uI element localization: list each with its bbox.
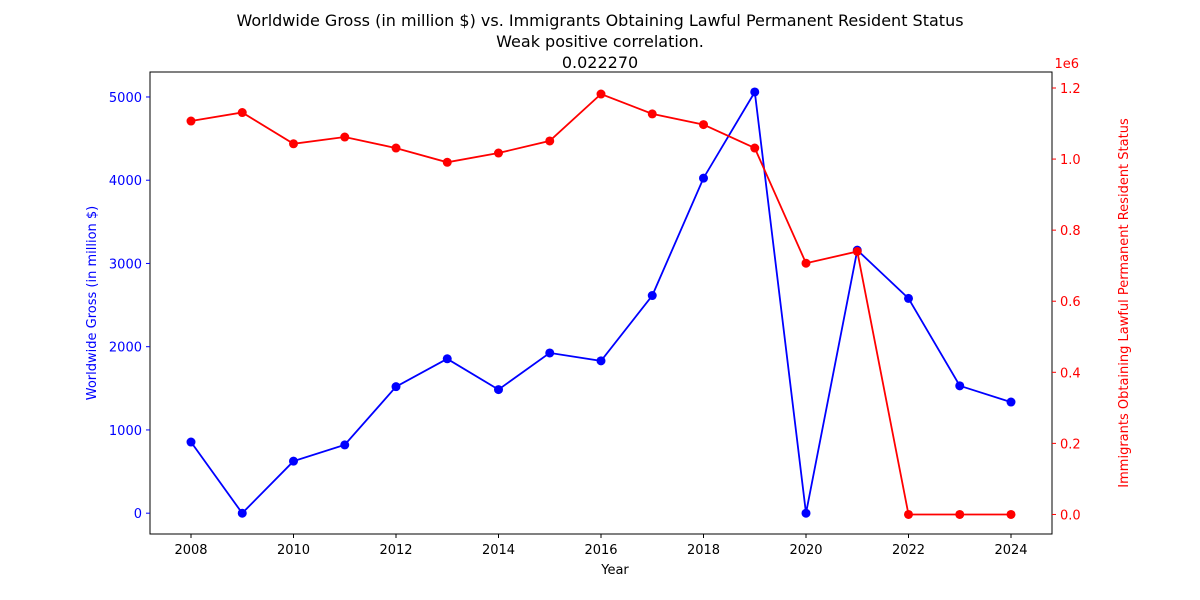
data-point-right bbox=[801, 258, 811, 268]
x-axis-label: Year bbox=[600, 563, 629, 578]
x-tick-label: 2014 bbox=[482, 543, 515, 558]
data-point-right bbox=[391, 143, 401, 153]
x-tick-label: 2024 bbox=[994, 543, 1027, 558]
data-point-left bbox=[699, 173, 708, 183]
data-point-right bbox=[289, 139, 298, 149]
series-line-left bbox=[190, 89, 1012, 515]
right-axis-offset-label: 1e6 bbox=[1054, 57, 1079, 72]
data-point-left bbox=[494, 385, 503, 395]
series-line-right bbox=[190, 92, 1011, 516]
left-y-axis-label: Worldwide Gross (in million $) bbox=[85, 206, 100, 400]
data-point-left bbox=[904, 293, 913, 303]
data-point-right bbox=[955, 509, 965, 519]
data-point-left bbox=[545, 348, 555, 358]
x-tick-label: 2012 bbox=[379, 543, 412, 558]
right-y-tick-label: 1.0 bbox=[1060, 153, 1081, 168]
data-point-left bbox=[801, 508, 811, 518]
left-y-tick-label: 5000 bbox=[109, 91, 142, 106]
x-tick-label: 2018 bbox=[687, 543, 720, 558]
data-point-left bbox=[647, 291, 657, 301]
x-tick-label: 2016 bbox=[584, 543, 617, 558]
left-y-tick-label: 0 bbox=[134, 507, 142, 522]
left-y-tick-label: 4000 bbox=[109, 174, 142, 189]
data-point-left bbox=[289, 456, 298, 466]
correlation-value: 0.022270 bbox=[562, 53, 638, 72]
right-y-tick-label: 0.2 bbox=[1060, 437, 1081, 452]
data-point-right bbox=[647, 109, 657, 119]
x-tick-label: 2020 bbox=[789, 543, 822, 558]
data-point-left bbox=[186, 437, 196, 447]
data-point-left bbox=[340, 440, 350, 450]
data-point-right bbox=[494, 148, 503, 158]
data-point-left bbox=[596, 356, 606, 366]
right-y-tick-label: 0.4 bbox=[1060, 366, 1081, 381]
data-point-right bbox=[237, 108, 247, 118]
data-point-left bbox=[1006, 397, 1016, 407]
left-y-tick-label: 3000 bbox=[109, 257, 142, 272]
right-y-tick-label: 0.8 bbox=[1060, 224, 1081, 239]
plot-frame bbox=[149, 71, 1053, 535]
data-point-right bbox=[1006, 509, 1016, 519]
data-point-left bbox=[750, 87, 760, 97]
data-point-left bbox=[955, 381, 965, 391]
x-tick-label: 2008 bbox=[174, 543, 207, 558]
left-y-tick-label: 1000 bbox=[109, 424, 142, 439]
data-point-right bbox=[340, 132, 350, 142]
right-y-tick-label: 1.2 bbox=[1060, 82, 1081, 97]
chart-subtitle: Weak positive correlation. bbox=[496, 32, 704, 51]
data-point-left bbox=[237, 508, 247, 518]
right-y-axis-label: Immigrants Obtaining Lawful Permanent Re… bbox=[1117, 118, 1132, 488]
right-y-tick-label: 0.0 bbox=[1060, 508, 1081, 523]
data-point-right bbox=[545, 136, 555, 146]
data-point-left bbox=[391, 382, 401, 392]
plot-area: 2008 2010 2012 2014 2016 2018 2020 2022 2024 0 100… bbox=[109, 71, 1081, 558]
data-point-right bbox=[852, 246, 862, 256]
data-point-right bbox=[442, 157, 452, 167]
chart-title: Worldwide Gross (in million $) vs. Immig… bbox=[236, 11, 963, 30]
left-y-tick-label: 2000 bbox=[109, 341, 142, 356]
right-y-tick-label: 0.6 bbox=[1060, 295, 1081, 310]
data-point-right bbox=[186, 116, 196, 126]
data-point-left bbox=[442, 354, 452, 364]
data-point-right bbox=[904, 509, 913, 519]
data-point-right bbox=[596, 89, 606, 99]
data-point-right bbox=[750, 143, 760, 153]
x-tick-label: 2022 bbox=[892, 543, 925, 558]
x-tick-label: 2010 bbox=[277, 543, 310, 558]
data-point-right bbox=[699, 120, 708, 130]
